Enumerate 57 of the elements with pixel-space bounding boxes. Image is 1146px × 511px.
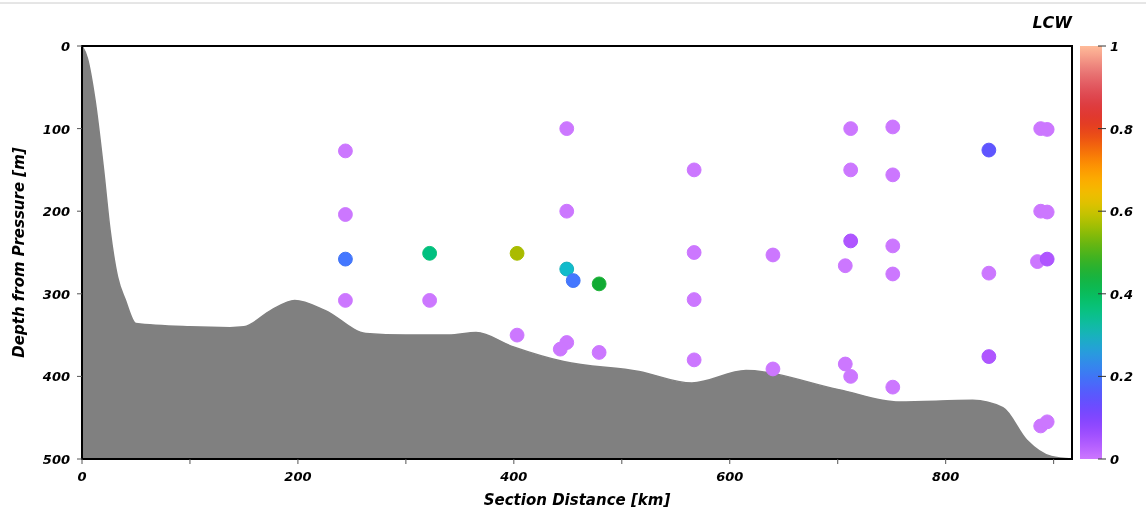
point [765, 361, 781, 377]
point [565, 273, 581, 288]
point [338, 207, 353, 222]
color-bar-label: 0.2 [1110, 369, 1134, 385]
y-tick-label: 300 [42, 286, 70, 302]
x-tick-label: 600 [716, 469, 744, 484]
point [885, 238, 901, 254]
y-tick-label: 0 [60, 39, 70, 54]
point [338, 143, 353, 159]
color-bar-label: 1 [1110, 39, 1120, 54]
point [981, 265, 997, 281]
point [591, 276, 607, 292]
color-bar-label: 0.6 [1110, 204, 1134, 220]
y-tick-label: 500 [42, 452, 70, 467]
point [509, 327, 525, 343]
point [686, 352, 702, 368]
color-bar-label: 0.8 [1110, 121, 1134, 137]
y-tick-label: 200 [42, 204, 70, 220]
point [843, 121, 859, 136]
point [837, 356, 853, 372]
point [552, 341, 568, 357]
y-tick-label: 400 [41, 369, 70, 385]
point [837, 258, 853, 274]
color-bar-label: 0 [1110, 452, 1120, 467]
x-tick-label: 400 [499, 469, 528, 484]
color-bar-label: 0.4 [1110, 286, 1134, 302]
point [885, 266, 901, 282]
point [843, 233, 859, 249]
point [981, 349, 997, 364]
point [686, 245, 702, 260]
point [981, 142, 997, 158]
point [885, 379, 901, 395]
point [885, 119, 901, 135]
point [422, 245, 438, 261]
point [422, 293, 438, 308]
point [686, 162, 702, 178]
x-tick-label: 0 [77, 469, 87, 484]
point [559, 261, 575, 277]
point [1039, 251, 1055, 267]
point [765, 247, 781, 263]
point [591, 345, 607, 360]
point [843, 162, 859, 178]
x-axis-title: Section Distance [km] [483, 491, 671, 509]
point [1039, 414, 1055, 430]
color-bar-title: LCW [1032, 13, 1074, 32]
point [559, 203, 575, 219]
point [686, 292, 702, 307]
point [338, 293, 353, 308]
x-tick-label: 200 [284, 469, 312, 484]
point [509, 245, 525, 261]
point [885, 167, 901, 183]
point [843, 369, 859, 384]
point [559, 121, 575, 136]
y-axis-title: Depth from Pressure [m] [10, 147, 28, 358]
y-tick-label: 100 [42, 121, 70, 137]
point [338, 251, 353, 267]
x-tick-label: 800 [932, 469, 960, 484]
